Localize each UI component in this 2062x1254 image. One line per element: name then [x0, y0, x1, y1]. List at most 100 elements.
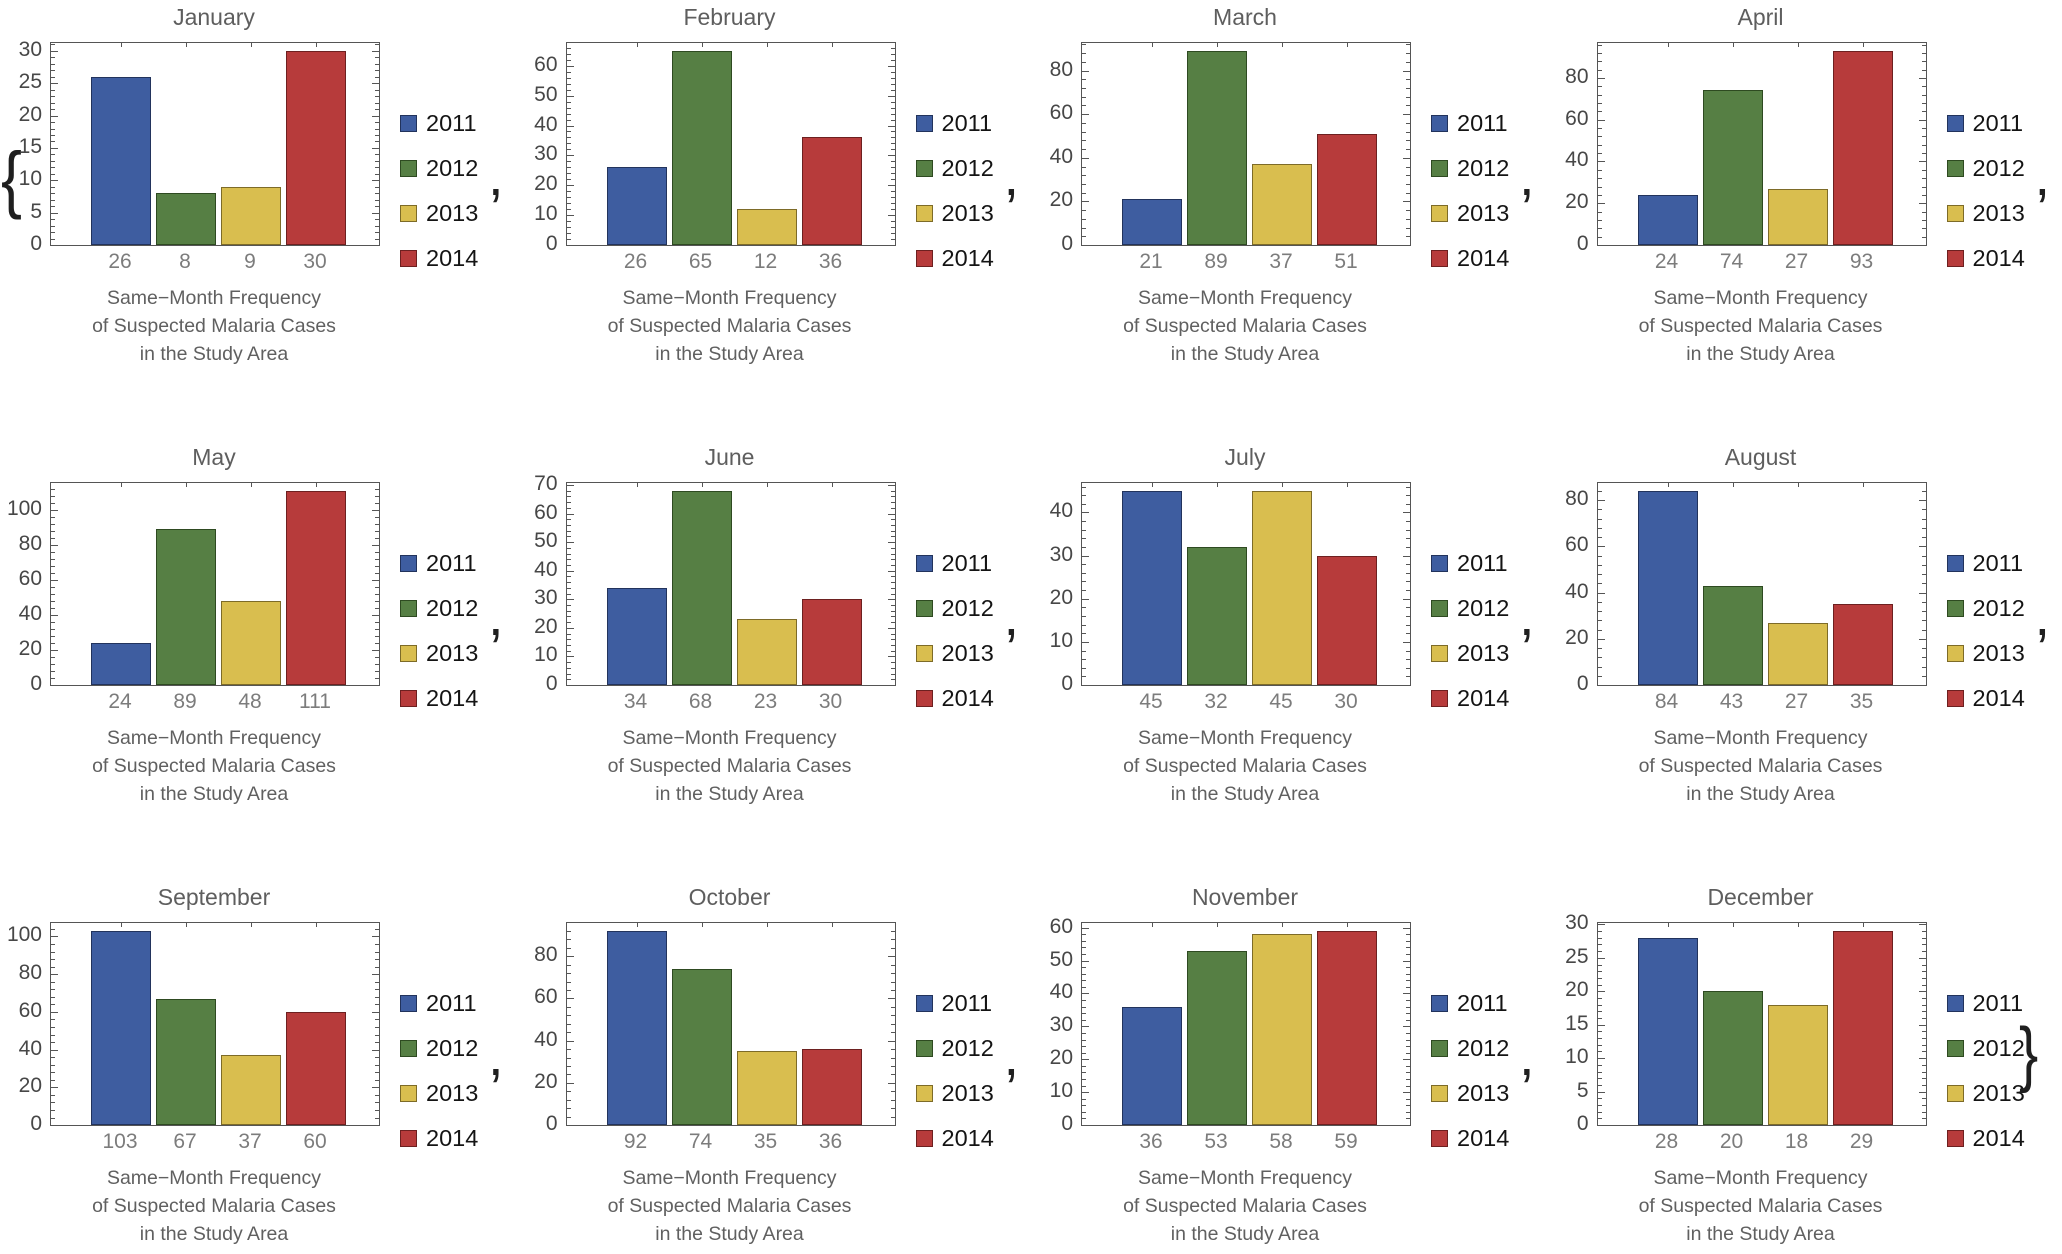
legend-swatch-2011: [1946, 555, 1964, 572]
caption-line: in the Study Area: [1686, 783, 1835, 805]
y-tick-major: [1918, 1024, 1926, 1026]
y-tick-minor: [1597, 44, 1602, 46]
legend-swatch-2012: [1946, 160, 1964, 177]
y-tick-minor: [566, 989, 571, 991]
bar-2012: [671, 490, 732, 685]
bar-value-label: 23: [753, 690, 778, 713]
y-tick-minor: [566, 547, 571, 549]
caption-line: of Suspected Malaria Cases: [607, 1195, 852, 1217]
y-tick-major: [1918, 1091, 1926, 1093]
legend-swatch-2012: [1946, 1040, 1964, 1057]
y-tick-minor: [1406, 529, 1410, 531]
y-tick-minor: [1082, 486, 1086, 488]
y-tick-minor: [566, 496, 571, 498]
y-tick-major: [887, 485, 895, 486]
bar-value-label: 26: [623, 250, 648, 273]
bar-value-label: 27: [1784, 250, 1809, 273]
y-tick-minor: [1921, 228, 1926, 230]
legend-label: 2013: [1972, 1080, 2025, 1106]
legend-label: 2014: [1972, 1125, 2025, 1151]
bar-2011: [606, 587, 667, 685]
y-tick-minor: [1082, 1072, 1086, 1074]
y-tick-minor: [375, 966, 379, 968]
y-tick-minor: [1597, 675, 1602, 677]
y-tick-label: 10: [18, 167, 42, 191]
y-tick-minor: [1921, 1104, 1926, 1106]
y-axis-tick-labels: 0 10 20 30 40 50 60 70: [516, 472, 557, 695]
y-tick-major: [566, 570, 574, 572]
y-tick-minor: [1082, 61, 1086, 63]
y-tick-minor: [890, 227, 895, 229]
y-tick-minor: [1597, 211, 1602, 213]
y-tick-minor: [1406, 581, 1410, 583]
legend-swatch-2014: [1431, 1130, 1448, 1147]
y-tick-minor: [890, 507, 895, 509]
y-tick-minor: [890, 947, 895, 949]
y-tick-major: [51, 615, 58, 616]
y-tick-label: 30: [1049, 542, 1073, 566]
x-tick: [186, 43, 187, 47]
y-tick-minor: [566, 233, 571, 234]
legend-item-2014: 2014: [1946, 685, 2025, 712]
y-tick-minor: [1597, 178, 1602, 180]
y-tick-major: [1082, 927, 1089, 929]
y-tick-major: [1082, 1092, 1089, 1094]
y-axis-tick-labels: 0 20 40 60 80: [516, 922, 557, 1135]
y-tick-minor: [1082, 218, 1086, 220]
y-tick-major: [1597, 638, 1605, 640]
list-close-brace: }: [2018, 1014, 2038, 1094]
y-tick-minor: [890, 1049, 895, 1050]
month-chart-september: September 0 20 40 60 80 100 103 67 37 60 Same−Mo…: [0, 880, 516, 1254]
y-tick-label: 40: [1565, 148, 1589, 172]
y-tick-minor: [375, 219, 379, 221]
legend-swatch-2012: [1431, 600, 1448, 617]
y-tick-minor: [1406, 192, 1410, 194]
y-tick-minor: [1597, 1098, 1602, 1100]
y-tick-minor: [1921, 931, 1926, 932]
bar-value-label: 43: [1719, 690, 1744, 713]
y-tick-major: [1403, 201, 1410, 203]
legend-label: 2013: [1457, 640, 1510, 666]
legend-item-2014: 2014: [1946, 1125, 2025, 1152]
y-tick-major: [887, 155, 895, 157]
y-tick-minor: [51, 601, 55, 602]
y-tick-minor: [1921, 964, 1926, 966]
bar-2012: [156, 529, 216, 685]
bar-value-labels: 36 53 58 59: [1081, 1130, 1409, 1156]
legend-swatch-2012: [915, 1040, 933, 1057]
legend-label: 2012: [941, 1035, 994, 1061]
y-tick-minor: [375, 102, 379, 104]
y-tick-minor: [566, 113, 571, 115]
y-tick-minor: [375, 1117, 379, 1119]
y-tick-minor: [51, 996, 55, 998]
y-tick-minor: [1082, 1085, 1086, 1087]
x-tick: [1282, 43, 1283, 47]
y-tick-minor: [890, 650, 895, 652]
y-tick-minor: [890, 197, 895, 199]
y-tick-minor: [51, 193, 55, 195]
y-tick-minor: [566, 679, 571, 681]
y-tick-major: [887, 542, 895, 544]
x-tick: [1217, 43, 1218, 47]
legend-item-2011: 2011: [1431, 110, 1509, 137]
y-tick-minor: [1082, 495, 1086, 497]
chart-caption: Same−Month Frequency of Suspected Malaria…: [1597, 1164, 1925, 1248]
y-tick-major: [51, 1011, 58, 1013]
y-tick-label: 20: [1565, 625, 1589, 649]
y-tick-minor: [890, 107, 895, 109]
caption-line: in the Study Area: [1170, 343, 1320, 365]
y-tick-minor: [51, 1019, 55, 1021]
legend-item-2011: 2011: [1431, 990, 1509, 1017]
y-tick-minor: [1921, 186, 1926, 188]
y-tick-minor: [890, 939, 895, 941]
y-tick-major: [566, 542, 574, 544]
y-tick-major: [1082, 993, 1089, 995]
y-tick-minor: [1597, 666, 1602, 668]
y-tick-minor: [890, 616, 895, 618]
bar-2013: [1767, 622, 1828, 685]
legend-item-2013: 2013: [1431, 200, 1509, 227]
legend-label: 2011: [1457, 110, 1508, 136]
y-tick-minor: [51, 496, 55, 497]
x-tick: [316, 483, 317, 487]
y-tick-minor: [51, 643, 55, 644]
